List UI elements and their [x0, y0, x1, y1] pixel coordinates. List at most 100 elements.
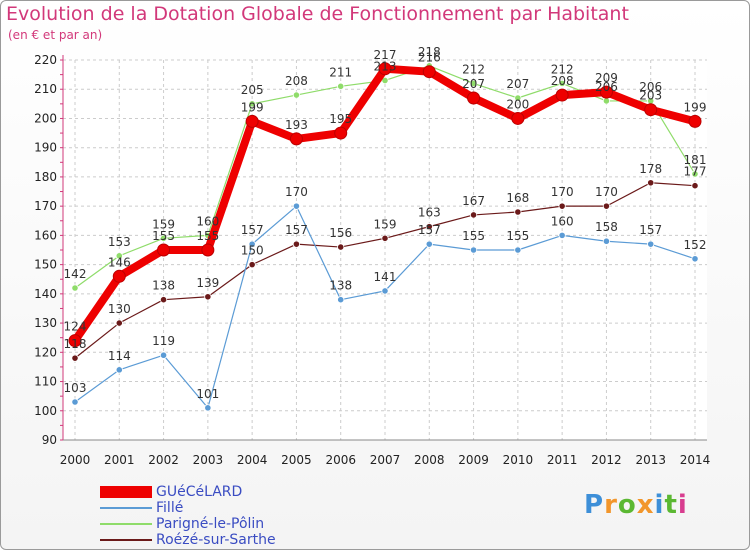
logo-letter: x	[636, 490, 655, 520]
data-point	[157, 243, 171, 257]
data-point	[292, 202, 301, 210]
data-point	[425, 223, 433, 231]
x-tick-label: 2009	[458, 453, 489, 467]
data-label: 177	[684, 165, 707, 179]
legend-swatch	[100, 523, 152, 525]
data-label: 207	[506, 77, 529, 91]
x-tick-label: 2008	[414, 453, 445, 467]
data-point	[425, 240, 433, 248]
data-label: 216	[418, 51, 441, 65]
data-label: 199	[241, 100, 264, 114]
data-label: 138	[329, 279, 352, 293]
data-point	[159, 296, 168, 304]
data-point	[248, 100, 256, 108]
data-label: 193	[285, 118, 308, 132]
x-tick-label: 2005	[281, 453, 312, 467]
data-point	[511, 111, 525, 125]
x-tick-label: 2000	[60, 453, 91, 467]
data-label: 152	[684, 238, 707, 252]
data-point	[467, 91, 481, 105]
data-label: 142	[64, 267, 87, 281]
data-point	[292, 91, 301, 99]
x-tick-label: 2014	[680, 453, 711, 467]
logo-letter: t	[664, 490, 678, 520]
data-point	[115, 252, 123, 260]
y-tick-label: 220	[34, 53, 57, 67]
data-label: 208	[551, 74, 574, 88]
data-point	[558, 202, 566, 210]
data-label: 157	[241, 223, 264, 237]
legend-item: Fillé	[100, 500, 360, 516]
data-label: 103	[64, 381, 87, 395]
data-label: 181	[684, 153, 707, 167]
data-point	[159, 234, 168, 242]
data-point	[204, 404, 212, 412]
data-label: 158	[595, 220, 618, 234]
x-tick-label: 2001	[104, 453, 135, 467]
x-tick-label: 2013	[635, 453, 666, 467]
legend-swatch	[100, 539, 152, 541]
data-point	[71, 354, 79, 362]
data-point	[204, 293, 212, 301]
data-label: 212	[462, 62, 485, 76]
x-tick-label: 2003	[193, 453, 224, 467]
data-point	[248, 240, 256, 248]
data-label: 207	[462, 77, 485, 91]
x-tick-label: 2010	[503, 453, 534, 467]
data-point	[289, 132, 303, 146]
legend-label: Roézé-sur-Sarthe	[156, 532, 276, 548]
data-label: 118	[64, 337, 87, 351]
data-label: 206	[595, 80, 618, 94]
axis-layer: 90 100 110 120 130 140 150 160 170 180 190 200 210 22…	[34, 53, 710, 467]
data-label: 168	[506, 191, 529, 205]
x-tick-label: 2012	[591, 453, 622, 467]
x-tick-label: 2004	[237, 453, 268, 467]
data-point	[469, 79, 478, 87]
y-tick-label: 120	[34, 345, 57, 359]
grid-layer	[63, 59, 707, 441]
legend-item: Parigné-le-Pôlin	[100, 516, 360, 532]
data-label: 124	[64, 320, 87, 334]
data-label: 170	[595, 185, 618, 199]
data-label: 163	[418, 206, 441, 220]
legend-label: Parigné-le-Pôlin	[156, 516, 265, 532]
legend-item: GUéCéLARD	[100, 484, 360, 500]
data-point	[422, 65, 436, 79]
data-label: 119	[152, 334, 175, 348]
data-point	[602, 97, 611, 105]
series-layer	[68, 62, 702, 412]
data-label: 170	[551, 185, 574, 199]
data-point	[691, 255, 699, 263]
data-point	[201, 243, 215, 257]
data-label: 157	[639, 223, 662, 237]
y-tick-label: 90	[42, 433, 57, 447]
logo-letter: i	[654, 490, 665, 520]
data-point	[514, 94, 522, 102]
chart-plot: 90 100 110 120 130 140 150 160 170 180 190 200 210 22…	[34, 45, 710, 467]
data-label: 195	[329, 112, 352, 126]
y-tick-label: 170	[34, 199, 57, 213]
x-tick-label: 2011	[547, 453, 578, 467]
data-point	[514, 246, 522, 254]
data-point	[469, 211, 478, 219]
data-label: 212	[551, 62, 574, 76]
data-point	[337, 243, 345, 251]
data-point	[647, 240, 655, 248]
legend-label: Fillé	[156, 500, 184, 516]
data-point	[602, 237, 611, 245]
data-label: 167	[462, 194, 485, 208]
y-tick-label: 130	[34, 316, 57, 330]
data-point	[691, 182, 699, 190]
x-tick-label: 2006	[325, 453, 356, 467]
data-label: 218	[418, 45, 441, 59]
y-tick-label: 190	[34, 141, 57, 155]
data-label: 206	[639, 80, 662, 94]
data-point	[381, 234, 389, 242]
logo-letter: P	[584, 490, 605, 520]
data-label: 130	[108, 302, 131, 316]
data-point	[71, 398, 79, 406]
data-point	[337, 296, 345, 304]
data-point	[68, 334, 82, 348]
data-point	[688, 114, 702, 128]
data-label: 213	[374, 59, 397, 73]
